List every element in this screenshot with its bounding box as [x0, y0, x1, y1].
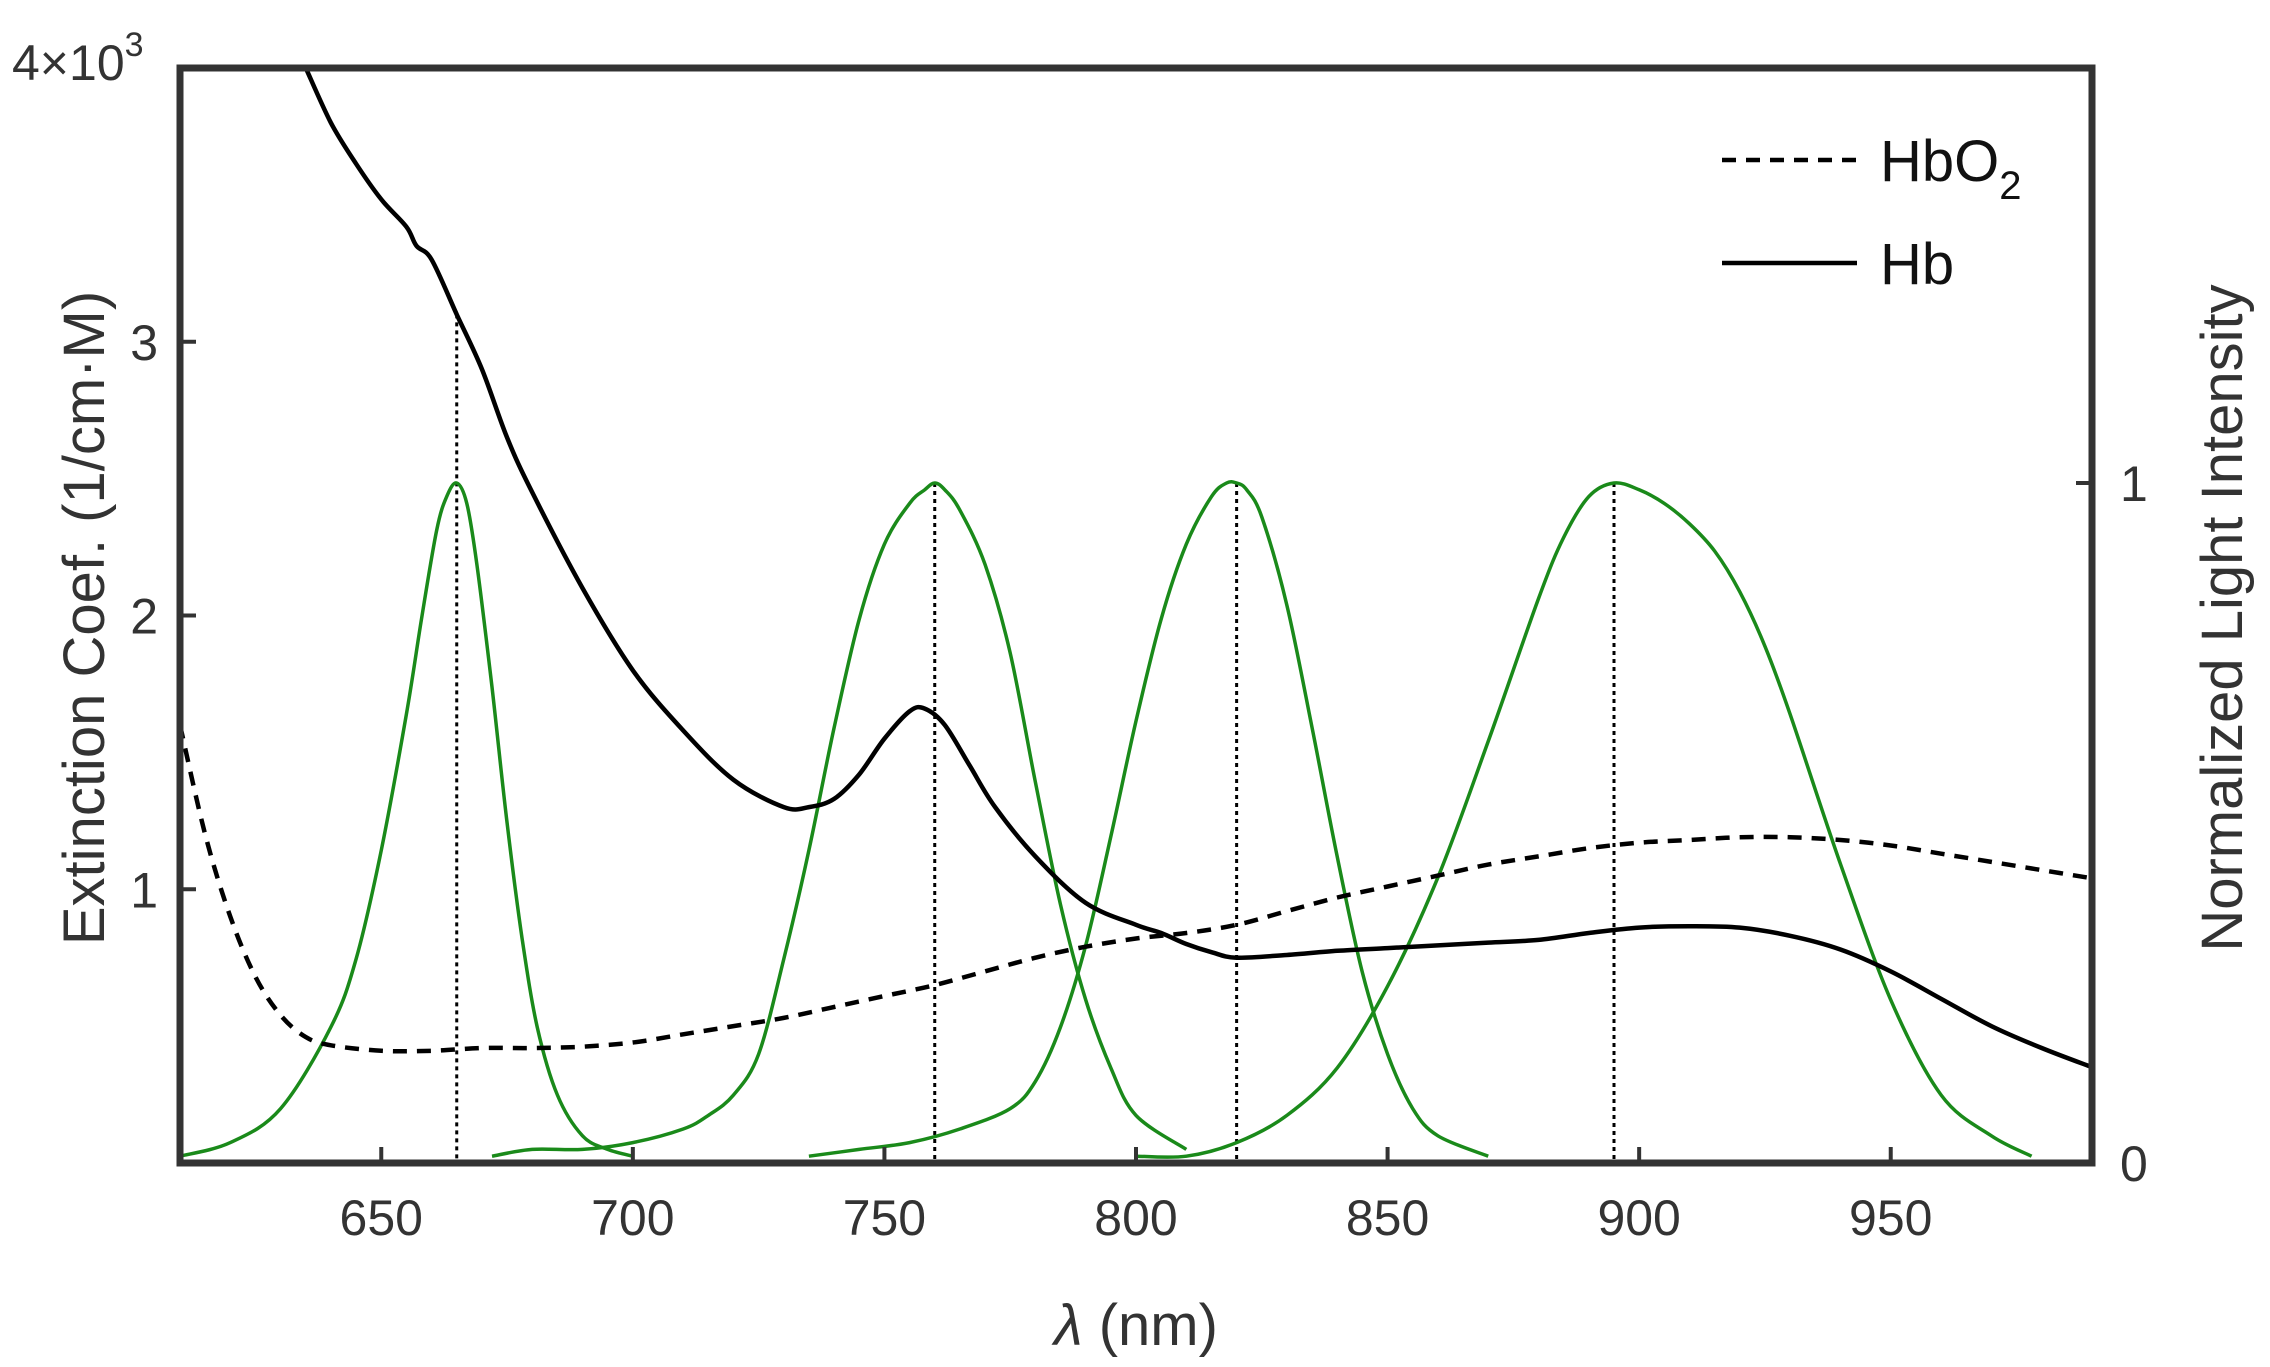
series-line-hbo2: [180, 724, 2092, 1054]
left-axis-label: Extinction Coef. (1/cm·M): [52, 291, 117, 945]
x-axis-ticks: 650 700 750 800 850 900 950: [340, 1147, 1932, 1246]
left-axis-exponent-base: 4×10: [12, 35, 125, 91]
left-axis-exponent: 4×103: [12, 26, 144, 91]
x-tick-label: 800: [1094, 1190, 1177, 1246]
legend-label: Hb: [1880, 232, 1954, 297]
legend-item-hb: Hb: [1722, 232, 1954, 297]
left-axis-ticks: 1 2 3: [130, 315, 196, 918]
x-tick-label: 700: [591, 1190, 674, 1246]
right-axis-label: Normalized Light Intensity: [2190, 284, 2255, 951]
x-tick-label: 750: [843, 1190, 926, 1246]
series-line-led-760: [491, 481, 1188, 1158]
left-axis-exponent-power: 3: [125, 26, 144, 64]
peak-guide-lines: [455, 314, 1616, 1163]
x-tick-label: 900: [1597, 1190, 1680, 1246]
extinction-curves: [180, 68, 2092, 1070]
series-line-led-895: [1135, 481, 2033, 1159]
legend-label: HbO2: [1880, 129, 2022, 208]
right-tick-label: 0: [2120, 1136, 2148, 1192]
series-line-hb: [303, 68, 2092, 1070]
right-tick-label: 1: [2120, 456, 2148, 512]
plot-area: [180, 68, 2092, 1163]
legend: HbO2 Hb: [1722, 129, 2022, 297]
x-tick-label: 950: [1849, 1190, 1932, 1246]
legend-item-hbo2: HbO2: [1722, 129, 2022, 208]
light-intensity-curves: [180, 479, 2033, 1159]
x-axis-label-unit: (nm): [1083, 1293, 1218, 1358]
legend-label-subscript: 2: [1999, 164, 2021, 208]
legend-label-main: HbO: [1880, 129, 1999, 194]
plot-frame: [176, 64, 2096, 1167]
x-axis-label: λ (nm): [1051, 1293, 1218, 1358]
x-axis-label-symbol: λ: [1051, 1293, 1083, 1358]
series-line-led-820: [808, 479, 1489, 1158]
x-tick-label: 650: [340, 1190, 423, 1246]
right-axis-ticks: 01: [2076, 456, 2148, 1192]
x-tick-label: 850: [1346, 1190, 1429, 1246]
left-tick-label: 1: [130, 862, 158, 918]
legend-label-main: Hb: [1880, 232, 1954, 297]
left-tick-label: 2: [130, 589, 158, 645]
left-tick-label: 3: [130, 315, 158, 371]
series-line-led-665: [180, 481, 634, 1158]
